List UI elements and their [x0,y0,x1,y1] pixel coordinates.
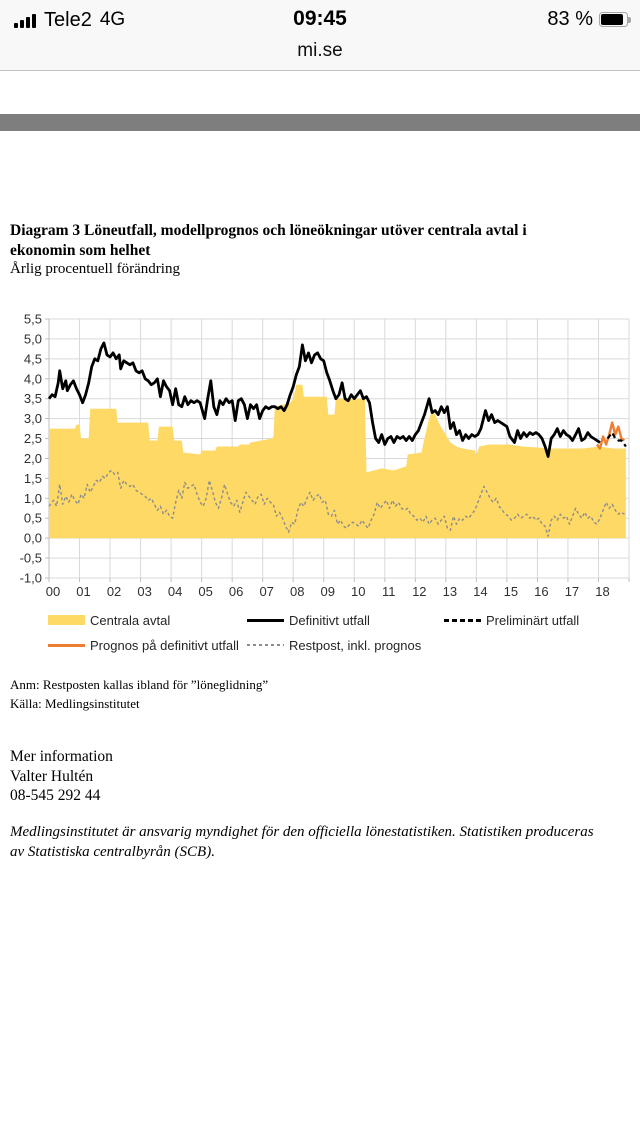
solid-line-swatch-icon [247,618,284,622]
cell-signal-icon [14,13,36,28]
area-swatch-icon [48,615,85,625]
x-tick-label: 15 [504,584,518,599]
x-tick-label: 04 [168,584,182,599]
x-tick-label: 10 [351,584,365,599]
footer-disclaimer: Medlingsinstitutet är ansvarig myndighet… [10,824,594,860]
x-tick-label: 18 [595,584,609,599]
diagram-title-line2: ekonomin som helhet [10,242,151,259]
legend-label: Restpost, inkl. prognos [289,637,422,653]
legend-label: Prognos på definitivt utfall [90,637,239,653]
y-tick-label: 4,0 [24,371,42,386]
contact-name: Valter Hultén [10,767,94,785]
legend-label: Definitivt utfall [289,612,370,628]
series-restpost-inkl-prognos [48,469,625,537]
y-tick-label: 3,0 [24,411,42,426]
page-header-bar [0,114,640,131]
orange-line-swatch-icon [48,643,85,647]
contact-phone: 08-545 292 44 [10,787,101,804]
x-tick-label: 16 [534,584,548,599]
battery-icon [599,12,631,27]
x-tick-label: 00 [46,584,60,599]
x-tick-label: 11 [382,584,396,599]
y-tick-label: 2,5 [24,431,42,446]
url-bar[interactable]: mi.se [297,40,343,61]
network-type-label: 4G [99,9,126,30]
diagram-title-line1: Diagram 3 Löneutfall, modellprognos och … [10,222,527,239]
legend-item-prognos: Prognos på definitivt utfall [48,637,239,653]
dashed-line-swatch-icon [444,618,481,622]
y-tick-label: 1,5 [24,471,42,486]
y-tick-label: 2,0 [24,451,42,466]
x-tick-label: 07 [259,584,273,599]
x-tick-label: 17 [565,584,579,599]
series-prognos-på-definitivt-utfall [595,421,626,450]
clock: 09:45 [293,7,347,30]
battery-percent-label: 83 % [547,8,593,30]
legend-item-preliminart-utfall: Preliminärt utfall [444,612,579,628]
y-tick-label: -1,0 [20,571,42,586]
y-tick-label: 1,0 [24,491,42,506]
x-tick-label: 01 [76,584,90,599]
x-tick-label: 03 [137,584,151,599]
x-tick-label: 06 [229,584,243,599]
x-tick-label: 02 [107,584,121,599]
x-tick-label: 13 [443,584,457,599]
x-tick-label: 08 [290,584,304,599]
y-tick-label: 0,0 [24,531,42,546]
diagram-subtitle: Årlig procentuell förändring [10,261,180,277]
x-tick-label: 09 [321,584,335,599]
series-centrala-avtal [49,384,626,539]
y-tick-label: 0,5 [24,511,42,526]
legend-item-restpost: Restpost, inkl. prognos [247,637,421,653]
contact-block: Mer information Valter Hultén 08-545 292… [10,747,630,806]
x-tick-label: 12 [412,584,426,599]
y-tick-label: 3,5 [24,391,42,406]
legend-label: Preliminärt utfall [486,612,580,628]
carrier-label: Tele2 [44,8,92,31]
x-tick-label: 05 [198,584,212,599]
chart-note: Anm: Restposten kallas ibland för ”löneg… [10,677,269,692]
legend-label: Centrala avtal [90,612,171,628]
contact-heading: Mer information [10,748,113,765]
y-tick-label: 5,0 [24,331,42,346]
y-tick-label: 5,5 [24,312,42,327]
wage-chart: 5,5 5,0 4,5 4,0 3,5 3,0 2,5 2,0 1,5 1,0 0,5 0,0 -0,5… [20,312,630,599]
y-tick-label: 4,5 [24,351,42,366]
legend-item-centrala-avtal: Centrala avtal [48,612,170,628]
legend-item-definitivt-utfall: Definitivt utfall [247,612,370,628]
y-tick-label: -0,5 [20,551,42,566]
series-definitivt-utfall [47,341,601,458]
status-bar: Tele2 4G 09:45 83 % mi.se [0,0,640,71]
diagram-title: Diagram 3 Löneutfall, modellprognos och … [10,221,630,261]
gray-dashed-swatch-icon [247,644,284,646]
chart-source: Källa: Medlingsinstitutet [10,696,140,711]
x-tick-label: 14 [473,584,487,599]
